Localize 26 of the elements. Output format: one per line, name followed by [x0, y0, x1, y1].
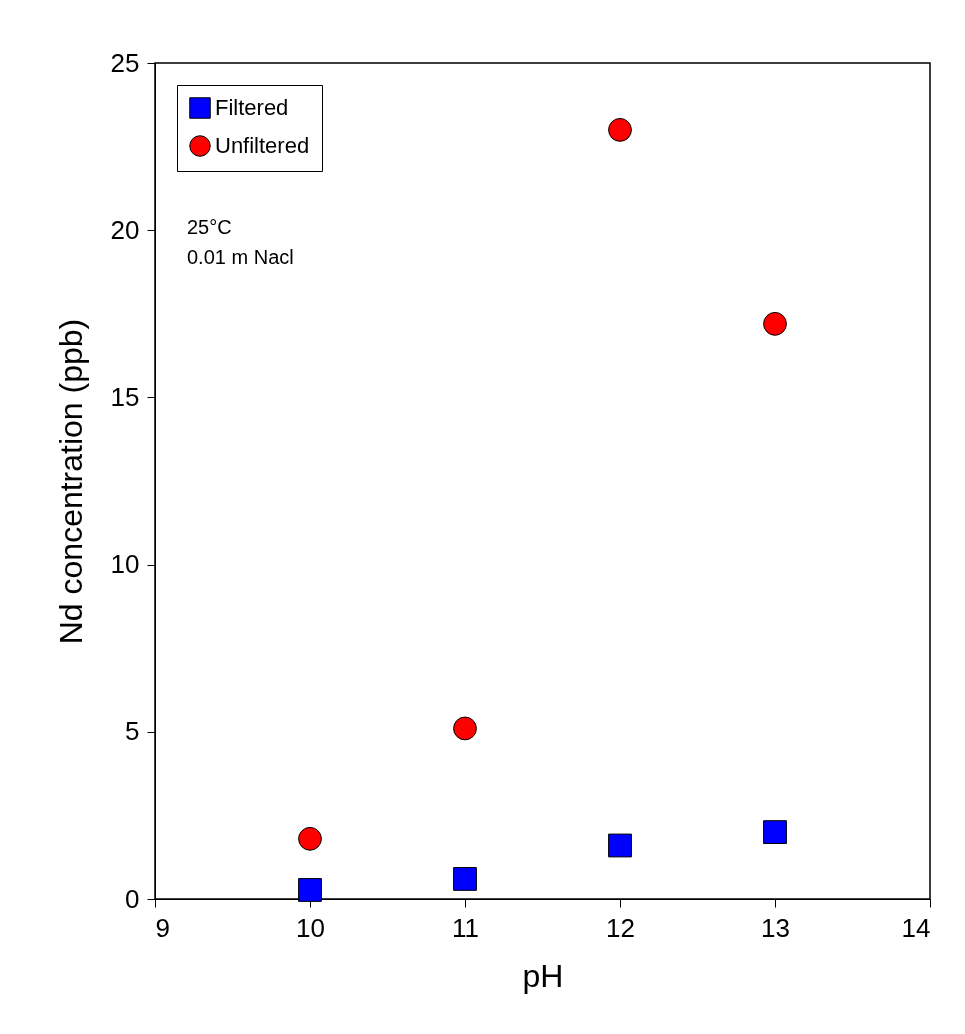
y-tick-label: 20	[110, 214, 140, 245]
point	[453, 867, 477, 891]
point	[453, 716, 477, 741]
legend-label: Filtered	[215, 95, 289, 120]
point	[298, 826, 322, 851]
annotation: 0.01 m Nacl	[187, 246, 294, 268]
x-axis-title: pH	[522, 957, 564, 994]
x-tick-label: 12	[606, 912, 635, 943]
x-tick-label: 9	[155, 912, 170, 943]
point	[298, 878, 322, 902]
y-axis-title: Nd concentration (ppb)	[52, 318, 89, 645]
x-tick-label: 14	[901, 912, 931, 943]
y-tick-label: 25	[110, 47, 140, 78]
legend-label: Unfiltered	[215, 133, 310, 158]
point	[763, 311, 787, 336]
y-tick-label: 0	[125, 883, 140, 914]
y-tick-label: 10	[110, 549, 140, 580]
point	[608, 833, 632, 858]
point	[608, 118, 632, 142]
y-tick-label: 15	[110, 381, 140, 412]
y-tick-label: 5	[125, 716, 140, 747]
point	[763, 820, 787, 845]
x-tick-label: 13	[761, 912, 790, 943]
x-tick-label: 10	[296, 912, 325, 943]
x-tick-label: 11	[452, 912, 479, 943]
annotation: 25°C	[187, 216, 232, 238]
